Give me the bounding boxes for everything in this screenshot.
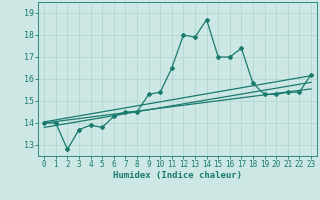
X-axis label: Humidex (Indice chaleur): Humidex (Indice chaleur) xyxy=(113,171,242,180)
